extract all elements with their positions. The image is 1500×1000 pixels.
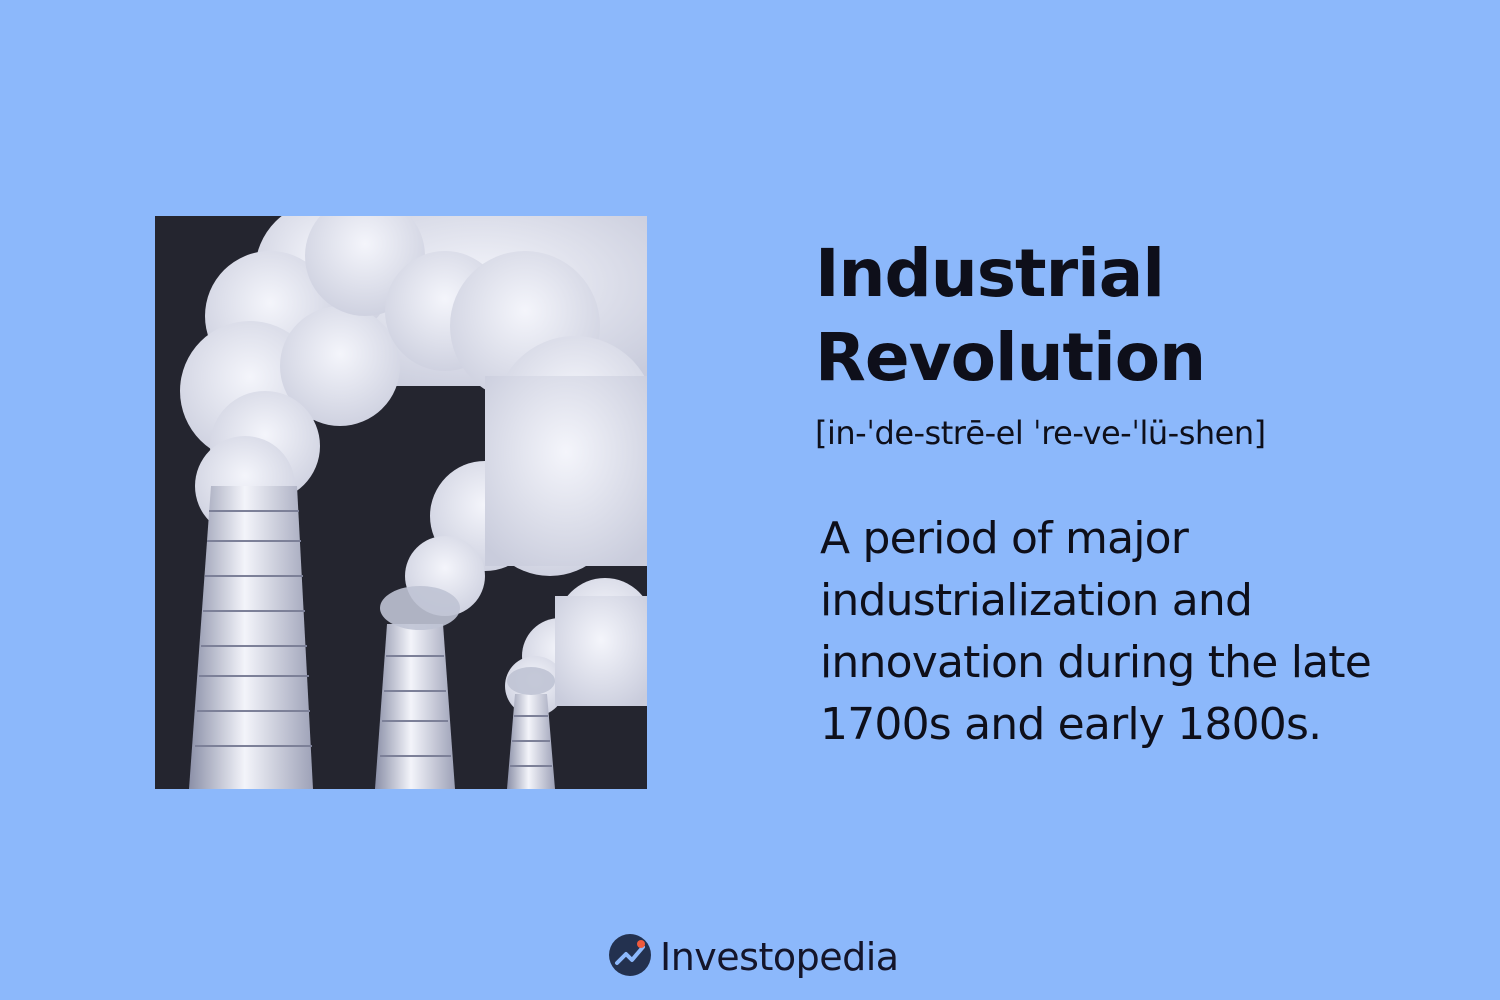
tall-smokestack [189,486,313,789]
definition-text: A period of major industrialization and … [820,508,1420,756]
term-title-line-2: Revolution [815,319,1206,396]
definition-line: innovation during the late [820,637,1372,688]
pronunciation: [in-ˈde-strē-el ˈre-ve-ˈlü-shen] [815,414,1266,452]
brand-name: Investopedia [660,935,899,979]
definition-line: industrialization and [820,575,1253,626]
smoke-cloud [180,216,647,716]
small-smokestack [507,694,555,789]
term-title-line-1: Industrial [815,235,1165,312]
smokestacks-illustration [155,216,647,789]
definition-line: A period of major [820,513,1189,564]
investopedia-logo[interactable]: Investopedia [608,933,899,982]
term-title: Industrial Revolution [815,232,1455,400]
definition-line: 1700s and early 1800s. [820,699,1322,750]
medium-smokestack [375,624,455,789]
term-block: Industrial Revolution [in-ˈde-strē-el ˈr… [815,232,1455,452]
investopedia-logo-icon [608,933,652,982]
